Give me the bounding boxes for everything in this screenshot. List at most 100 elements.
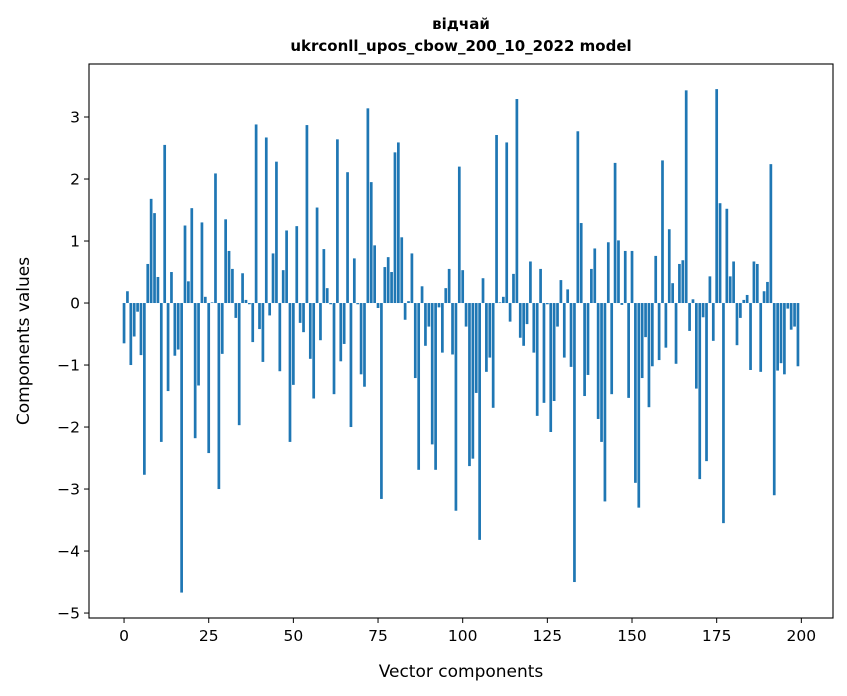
x-tick-label: 75: [368, 627, 388, 645]
bar-155: [647, 303, 651, 408]
bar-157: [654, 255, 658, 304]
bar-152: [637, 303, 641, 508]
bar-118: [522, 303, 526, 346]
bar-165: [681, 260, 685, 304]
bar-169: [695, 303, 698, 389]
bar-147: [620, 303, 624, 305]
bar-197: [789, 303, 793, 330]
bar-191: [769, 164, 773, 304]
bar-39: [254, 124, 258, 304]
bar-51: [295, 226, 299, 304]
bar-38: [251, 303, 255, 343]
bar-3: [132, 303, 136, 337]
bar-174: [711, 303, 715, 341]
bar-78: [386, 257, 390, 304]
bar-69: [356, 303, 360, 305]
bar-65: [342, 303, 346, 344]
bar-4: [136, 303, 139, 312]
y-tick-label: −5: [57, 605, 80, 623]
bar-179: [728, 276, 732, 304]
bar-128: [556, 303, 559, 327]
bar-55: [308, 303, 312, 359]
bar-167: [688, 303, 691, 331]
bar-159: [661, 160, 664, 304]
bar-92: [434, 303, 437, 470]
bar-86: [413, 303, 417, 379]
bar-67: [349, 303, 353, 428]
bar-41: [261, 303, 265, 362]
bar-95: [444, 288, 448, 304]
bar-158: [657, 303, 661, 361]
y-tick-label: −2: [57, 419, 80, 437]
bar-20: [190, 208, 194, 304]
bar-183: [742, 299, 746, 304]
bar-129: [559, 280, 563, 304]
bar-79: [390, 272, 393, 304]
x-tick-label: 125: [533, 627, 563, 645]
bar-104: [474, 303, 478, 393]
bar-48: [285, 230, 288, 304]
bar-172: [705, 303, 708, 462]
bar-62: [332, 303, 336, 395]
bar-19: [187, 281, 190, 304]
bar-77: [383, 267, 387, 304]
chart-subtitle: ukrconll_upos_cbow_200_10_2022 model: [290, 37, 631, 55]
bar-26: [210, 302, 214, 304]
x-tick-label: 0: [119, 627, 129, 645]
bar-11: [159, 303, 163, 442]
bar-145: [613, 162, 617, 304]
bar-180: [732, 261, 735, 304]
bar-119: [525, 303, 529, 325]
y-tick-label: 1: [70, 233, 80, 251]
bar-56: [312, 303, 316, 399]
y-tick-label: 3: [70, 109, 80, 127]
bar-194: [779, 303, 783, 364]
bar-97: [451, 303, 454, 355]
bar-117: [518, 303, 522, 338]
x-tick-label: 200: [787, 627, 817, 645]
bar-106: [481, 278, 485, 304]
bar-141: [600, 303, 603, 442]
bar-80: [393, 152, 397, 304]
bar-112: [501, 296, 505, 304]
bar-1: [126, 291, 129, 304]
bar-71: [363, 303, 366, 387]
bar-23: [200, 222, 204, 304]
bar-32: [231, 268, 234, 304]
bar-188: [759, 303, 763, 372]
bar-137: [586, 303, 590, 375]
bar-83: [403, 303, 407, 320]
bar-134: [576, 131, 580, 304]
bar-17: [180, 303, 183, 593]
bar-68: [352, 258, 356, 304]
bar-52: [298, 303, 302, 323]
bar-115: [512, 273, 515, 304]
bar-75: [376, 303, 380, 308]
y-tick-label: −4: [57, 543, 80, 561]
y-axis-label: Components values: [14, 257, 34, 425]
bar-122: [535, 303, 539, 416]
bar-73: [369, 182, 373, 304]
bar-102: [468, 303, 471, 467]
y-tick-label: 2: [70, 171, 80, 189]
x-axis-ticks: 0 25 50 75 100 125 150 175 200: [119, 618, 816, 645]
bar-192: [772, 303, 776, 496]
bar-175: [715, 89, 719, 304]
bar-29: [220, 303, 224, 354]
bar-58: [319, 303, 322, 341]
bar-60: [325, 288, 329, 304]
bar-103: [471, 303, 475, 459]
bar-127: [552, 303, 556, 401]
bar-99: [457, 166, 461, 304]
bar-168: [691, 299, 695, 304]
bar-153: [640, 303, 644, 379]
bar-150: [630, 250, 634, 304]
x-tick-label: 100: [448, 627, 478, 645]
bar-135: [579, 223, 583, 304]
bar-164: [678, 263, 681, 304]
bar-44: [271, 253, 275, 304]
bar-176: [718, 203, 722, 304]
bar-182: [739, 303, 742, 318]
chart-title: відчай: [432, 15, 490, 33]
